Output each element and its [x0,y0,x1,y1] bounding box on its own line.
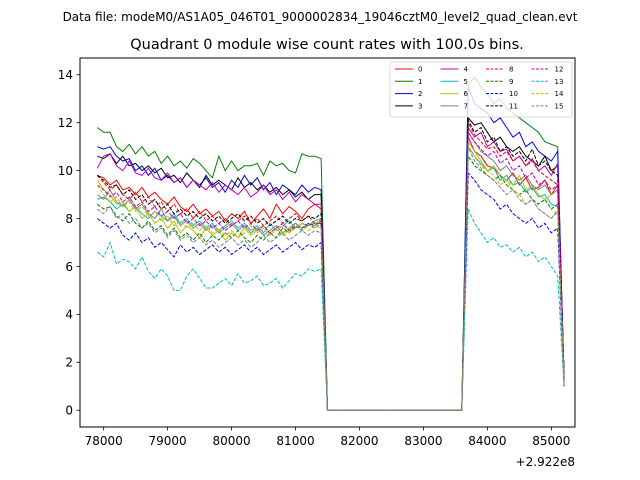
data-file-suptitle: Data file: modeM0/AS1A05_046T01_90000028… [63,10,578,24]
x-tick-label: 85000 [532,434,570,448]
legend-label-3: 3 [418,102,422,110]
legend-label-8: 8 [509,66,513,74]
x-tick-label: 83000 [404,434,442,448]
x-tick-label: 82000 [340,434,378,448]
legend-frame [389,61,573,118]
y-tick-label: 10 [58,164,73,178]
series-line-4 [96,125,565,411]
legend-label-4: 4 [464,66,469,74]
x-tick-label: 78000 [85,434,123,448]
legend-label-13: 13 [555,78,564,86]
y-tick-label: 6 [65,260,73,274]
plot-frame [79,57,576,428]
series-line-10 [97,171,565,411]
y-tick-label: 0 [65,404,73,418]
chart-title: Quadrant 0 module wise count rates with … [130,37,524,53]
legend-label-15: 15 [555,102,564,110]
x-offset-label: +2.922e8 [516,455,575,469]
y-tick-label: 4 [65,308,73,322]
series-line-9 [97,154,565,411]
legend-label-12: 12 [555,66,564,74]
legend-label-5: 5 [464,78,468,86]
series-line-12 [97,130,565,411]
y-tick-label: 14 [58,68,73,82]
legend-label-1: 1 [418,78,422,86]
series-line-15 [97,146,565,411]
legend-label-2: 2 [418,90,422,98]
series-line-2 [97,86,565,411]
legend-label-6: 6 [464,90,469,98]
x-axis: 78000 79000 80000 81000 82000 83000 84000 85000 [85,427,570,448]
x-tick-label: 80000 [212,434,250,448]
y-tick-label: 12 [58,116,73,130]
series-line-1 [97,76,565,411]
series-line-13 [97,208,565,411]
series-line-5 [97,145,565,411]
y-tick-label: 8 [65,212,73,226]
legend-label-0: 0 [418,66,422,74]
series-line-14 [96,145,565,411]
legend-label-11: 11 [509,102,518,110]
x-tick-label: 79000 [149,434,187,448]
series-layer [96,76,565,411]
legend-label-14: 14 [555,90,564,98]
legend-label-7: 7 [464,102,468,110]
series-line-11 [97,118,565,411]
x-tick-label: 81000 [276,434,314,448]
y-axis: 0 2 4 6 8 10 12 14 [58,68,80,418]
y-tick-label: 2 [65,356,73,370]
legend-label-10: 10 [509,90,518,98]
legend-label-9: 9 [509,78,513,86]
x-tick-label: 84000 [468,434,506,448]
